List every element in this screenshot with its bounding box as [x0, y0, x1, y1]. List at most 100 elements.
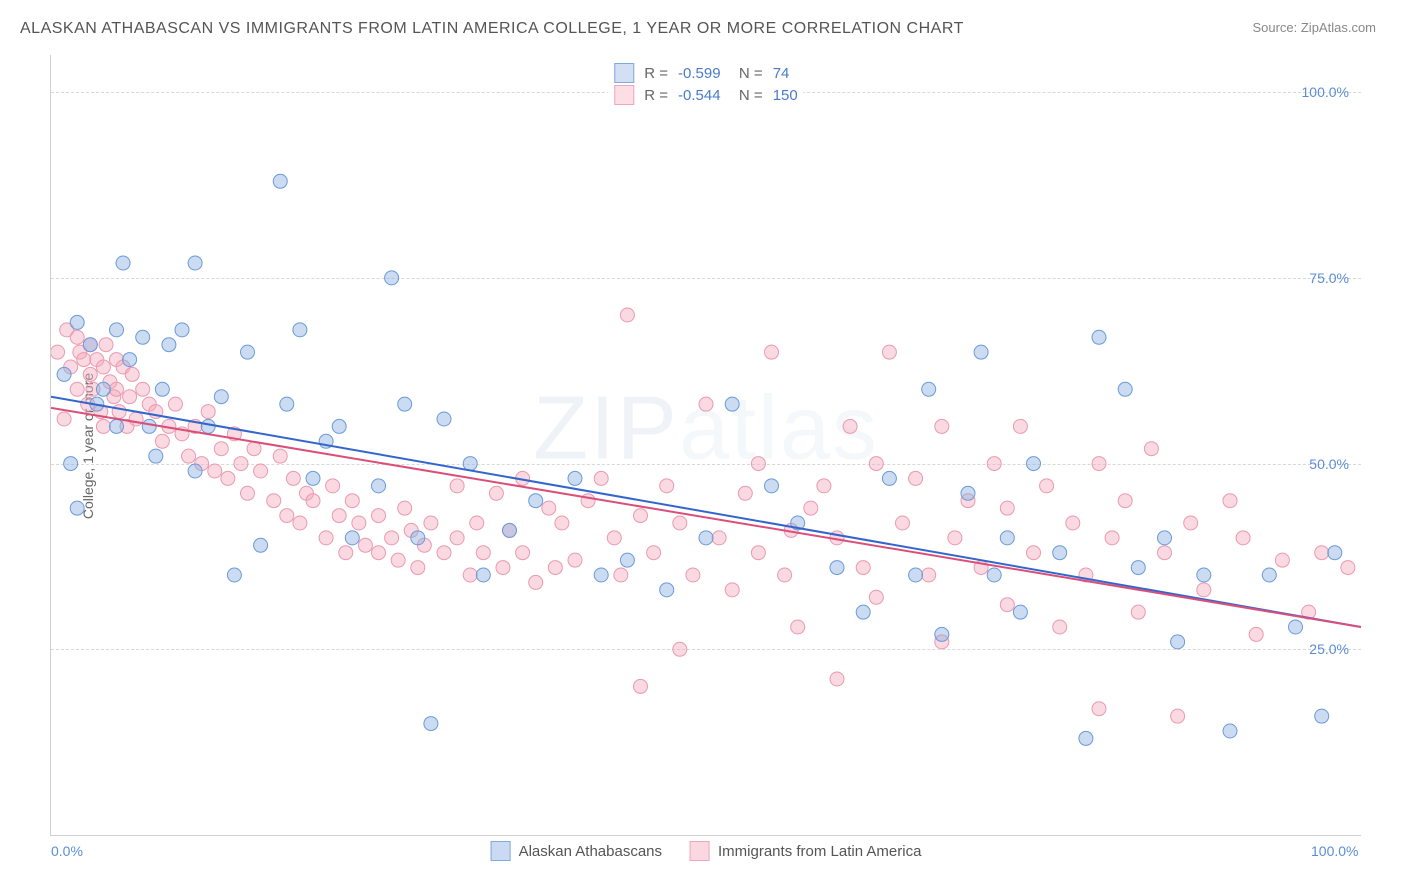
data-point: [660, 583, 674, 597]
data-point: [843, 419, 857, 433]
data-point: [280, 397, 294, 411]
data-point: [339, 546, 353, 560]
data-point: [267, 494, 281, 508]
data-point: [201, 419, 215, 433]
data-point: [149, 449, 163, 463]
data-point: [96, 360, 110, 374]
data-point: [489, 486, 503, 500]
n-label: N =: [731, 65, 763, 82]
data-point: [254, 538, 268, 552]
data-point: [1144, 442, 1158, 456]
data-point: [673, 516, 687, 530]
data-point: [214, 390, 228, 404]
data-point: [293, 323, 307, 337]
data-point: [332, 419, 346, 433]
data-point: [83, 367, 97, 381]
data-point: [319, 531, 333, 545]
trend-line: [51, 397, 1361, 627]
data-point: [1079, 731, 1093, 745]
data-point: [99, 338, 113, 352]
data-point: [660, 479, 674, 493]
swatch-series-1: [614, 63, 634, 83]
data-point: [987, 457, 1001, 471]
data-point: [70, 501, 84, 515]
data-point: [463, 568, 477, 582]
data-point: [699, 531, 713, 545]
data-point: [751, 546, 765, 560]
data-point: [896, 516, 910, 530]
data-point: [882, 345, 896, 359]
data-point: [64, 457, 78, 471]
data-point: [647, 546, 661, 560]
data-point: [247, 442, 261, 456]
data-point: [765, 479, 779, 493]
data-point: [214, 442, 228, 456]
data-point: [1223, 724, 1237, 738]
data-point: [110, 323, 124, 337]
data-point: [125, 367, 139, 381]
data-point: [922, 568, 936, 582]
data-point: [620, 553, 634, 567]
data-point: [869, 457, 883, 471]
legend-item: Immigrants from Latin America: [690, 841, 921, 861]
data-point: [123, 353, 137, 367]
data-point: [614, 568, 628, 582]
data-point: [1092, 330, 1106, 344]
data-point: [1066, 516, 1080, 530]
data-point: [470, 516, 484, 530]
data-point: [254, 464, 268, 478]
data-point: [273, 174, 287, 188]
data-point: [437, 412, 451, 426]
data-point: [162, 338, 176, 352]
data-point: [1197, 568, 1211, 582]
data-point: [391, 553, 405, 567]
data-point: [909, 471, 923, 485]
data-point: [1341, 561, 1355, 575]
data-point: [273, 449, 287, 463]
data-point: [352, 516, 366, 530]
data-point: [791, 620, 805, 634]
data-point: [112, 405, 126, 419]
data-point: [70, 315, 84, 329]
data-point: [372, 479, 386, 493]
data-point: [96, 419, 110, 433]
r-label: R =: [644, 87, 668, 104]
data-point: [385, 531, 399, 545]
data-point: [175, 323, 189, 337]
data-point: [1197, 583, 1211, 597]
data-point: [345, 494, 359, 508]
data-point: [463, 457, 477, 471]
data-point: [1158, 531, 1172, 545]
source-attribution: Source: ZipAtlas.com: [1252, 20, 1376, 35]
data-point: [935, 419, 949, 433]
scatter-svg: [51, 55, 1361, 835]
data-point: [620, 308, 634, 322]
data-point: [594, 471, 608, 485]
data-point: [70, 382, 84, 396]
data-point: [1223, 494, 1237, 508]
data-point: [96, 382, 110, 396]
data-point: [1131, 605, 1145, 619]
legend-swatch: [690, 841, 710, 861]
legend-row-series-2: R = -0.544 N = 150: [614, 85, 797, 105]
data-point: [372, 546, 386, 560]
data-point: [1158, 546, 1172, 560]
data-point: [568, 471, 582, 485]
data-point: [830, 672, 844, 686]
data-point: [1328, 546, 1342, 560]
data-point: [227, 568, 241, 582]
data-point: [607, 531, 621, 545]
legend-label: Alaskan Athabascans: [519, 843, 662, 860]
data-point: [136, 382, 150, 396]
data-point: [201, 405, 215, 419]
data-point: [123, 390, 137, 404]
data-point: [372, 509, 386, 523]
data-point: [1053, 546, 1067, 560]
data-point: [1262, 568, 1276, 582]
data-point: [882, 471, 896, 485]
data-point: [1105, 531, 1119, 545]
data-point: [476, 568, 490, 582]
x-tick-label: 100.0%: [1311, 843, 1358, 859]
n-value-1: 74: [773, 65, 790, 82]
legend-item: Alaskan Athabascans: [491, 841, 662, 861]
